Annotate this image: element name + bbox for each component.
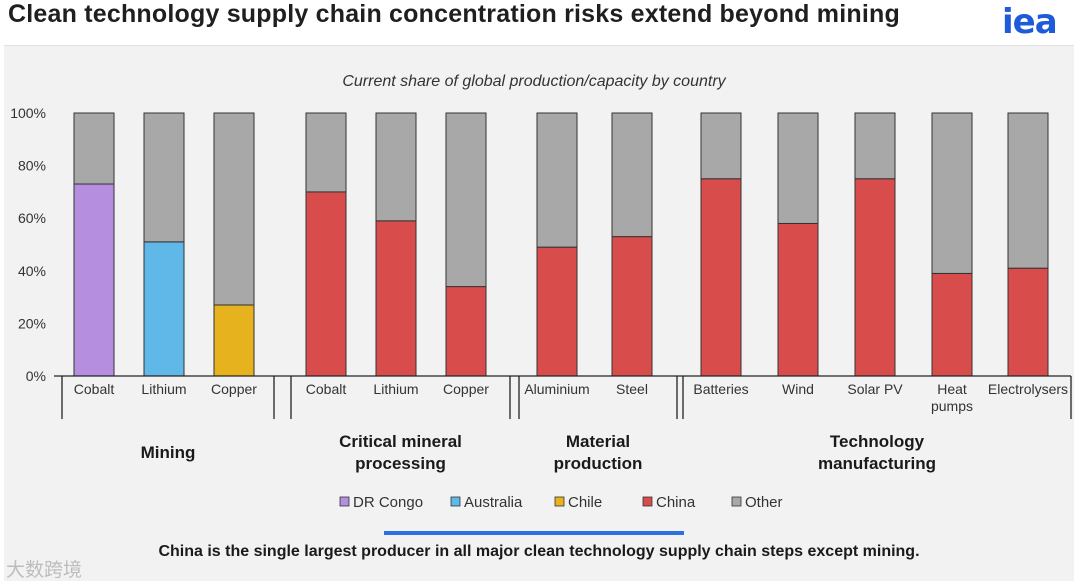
bar-segment-other (73, 112, 115, 185)
legend-label: Australia (464, 494, 523, 511)
y-tick-label: 100% (10, 105, 46, 121)
y-tick-label: 0% (26, 368, 46, 384)
category-label: Heat (937, 381, 967, 397)
bar-segment-other (931, 112, 973, 274)
legend-swatch (339, 496, 350, 507)
bar-segment-china (700, 178, 742, 377)
legend-label: Chile (568, 494, 602, 511)
chart-panel: Current share of global production/capac… (4, 45, 1074, 581)
category-label: Cobalt (306, 381, 347, 397)
category-label: Batteries (693, 381, 748, 397)
category-label: Wind (782, 381, 814, 397)
bar-segment-other (375, 112, 417, 222)
legend-swatch (642, 496, 653, 507)
chart-subtitle: Current share of global production/capac… (342, 73, 726, 90)
chart-footnote: China is the single largest producer in … (158, 543, 920, 560)
group-label: Critical mineral (339, 432, 462, 451)
bar-segment-china (445, 286, 487, 377)
bar-segment-other (213, 112, 255, 306)
y-tick-label: 40% (18, 263, 46, 279)
category-label: Electrolysers (988, 381, 1068, 397)
bar-segment-china (777, 222, 819, 377)
bar-segment-other (143, 112, 185, 243)
category-label: Lithium (373, 381, 418, 397)
bar-segment-china (375, 220, 417, 377)
category-label: Lithium (141, 381, 186, 397)
group-label: Material (566, 432, 630, 451)
group-label: Technology (830, 432, 925, 451)
bar-segment-china (1007, 267, 1049, 377)
scroll-indicator (384, 531, 684, 535)
legend-swatch (450, 496, 461, 507)
stacked-bar-chart: Current share of global production/capac… (10, 73, 1072, 511)
page-title: Clean technology supply chain concentrat… (8, 0, 900, 28)
bar-segment-other (854, 112, 896, 180)
y-tick-label: 80% (18, 158, 46, 174)
legend-label: China (656, 494, 696, 511)
watermark-text: 大数跨境 (6, 559, 83, 581)
bar-segment-china (611, 236, 653, 377)
bar-segment-chile (213, 304, 255, 377)
category-label: Copper (211, 381, 257, 397)
bar-segment-other (536, 112, 578, 248)
legend-swatch (731, 496, 742, 507)
y-tick-label: 60% (18, 210, 46, 226)
group-label: manufacturing (818, 454, 936, 473)
y-tick-label: 20% (18, 315, 46, 331)
bar-segment-dr-congo (73, 183, 115, 377)
legend-swatch (554, 496, 565, 507)
bar-segment-australia (143, 241, 185, 377)
group-label: processing (355, 454, 446, 473)
bar-segment-other (445, 112, 487, 288)
bar-segment-other (1007, 112, 1049, 269)
bar-segment-china (536, 246, 578, 377)
legend-label: DR Congo (353, 494, 423, 511)
group-label: Mining (141, 443, 196, 462)
bar-segment-other (777, 112, 819, 224)
bar-segment-other (700, 112, 742, 180)
category-label: Aluminium (524, 381, 589, 397)
category-label: Steel (616, 381, 648, 397)
bar-segment-china (854, 178, 896, 377)
bar-segment-other (611, 112, 653, 238)
bar-segment-other (305, 112, 347, 193)
category-label: Cobalt (74, 381, 115, 397)
legend-label: Other (745, 494, 783, 511)
bar-segment-china (931, 272, 973, 377)
category-label: Solar PV (847, 381, 903, 397)
category-label: Copper (443, 381, 489, 397)
category-label: pumps (931, 398, 973, 414)
bar-segment-china (305, 191, 347, 377)
group-label: production (554, 454, 643, 473)
iea-logo: iea (1002, 2, 1058, 42)
